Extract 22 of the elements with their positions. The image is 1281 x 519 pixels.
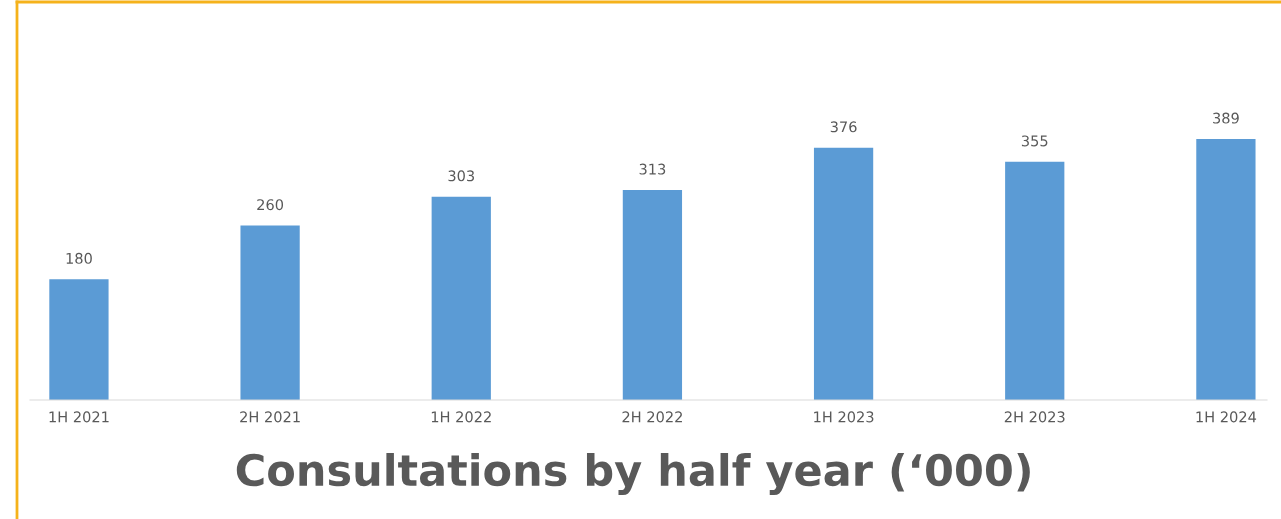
data-label: 260 bbox=[257, 199, 284, 211]
data-label: 180 bbox=[66, 252, 92, 264]
x-tick-label: 2H 2023 bbox=[1004, 411, 1065, 423]
data-label: 355 bbox=[1021, 135, 1048, 147]
bar bbox=[431, 196, 491, 400]
x-tick-label: 2H 2021 bbox=[240, 411, 300, 423]
bar bbox=[240, 225, 300, 400]
bar bbox=[1005, 161, 1065, 400]
bar bbox=[813, 147, 874, 400]
x-tick-label: 1H 2023 bbox=[814, 411, 874, 423]
data-label: 313 bbox=[639, 163, 666, 175]
x-tick-label: 1H 2024 bbox=[1196, 411, 1257, 423]
text: Consultations by half year (‘000) bbox=[236, 453, 1030, 495]
x-tick-label: 1H 2022 bbox=[431, 411, 491, 423]
bar bbox=[622, 189, 683, 400]
data-label: 376 bbox=[830, 121, 857, 133]
bar bbox=[1196, 138, 1256, 400]
x-tick-label: 2H 2022 bbox=[622, 411, 682, 423]
data-label: 389 bbox=[1213, 112, 1239, 124]
x-tick-label: 1H 2021 bbox=[49, 411, 109, 423]
data-label: 303 bbox=[448, 170, 475, 182]
bar bbox=[49, 279, 109, 400]
